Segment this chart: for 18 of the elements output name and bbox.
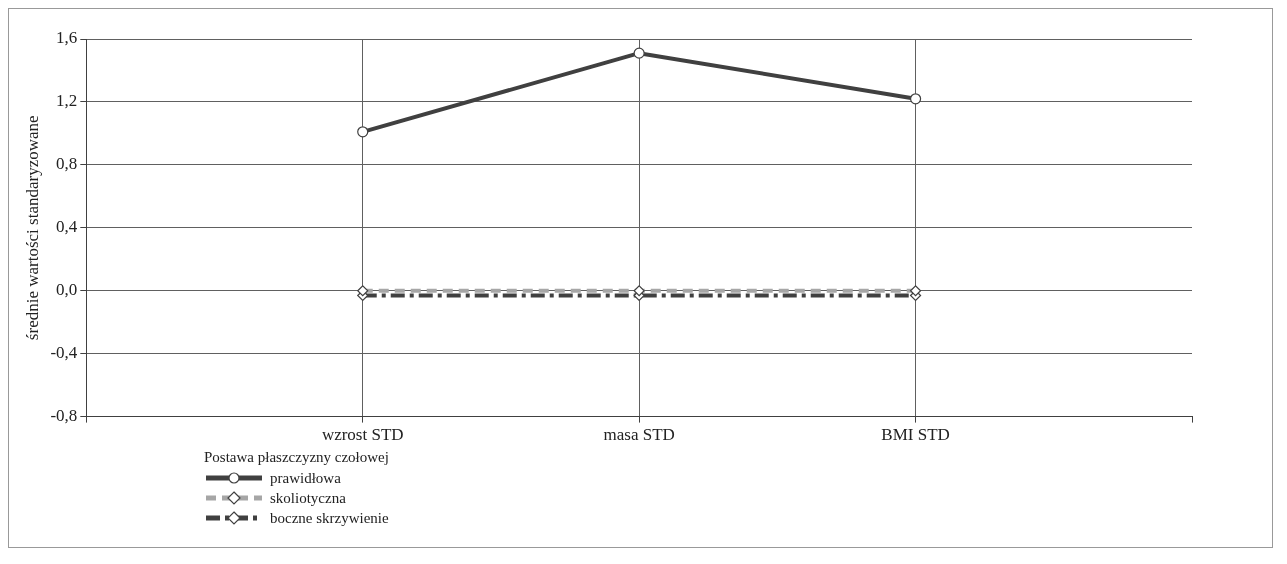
y-tick-label: 1,2 bbox=[56, 91, 78, 111]
x-tick-label: wzrost STD bbox=[321, 425, 404, 445]
y-tick-label: 1,6 bbox=[56, 28, 78, 48]
y-tick-label: 0,4 bbox=[56, 217, 78, 237]
y-axis-title: średnie wartości standaryzowane bbox=[22, 115, 42, 341]
legend-label: skoliotyczna bbox=[270, 489, 346, 507]
legend-title: Postawa płaszczyzny czołowej bbox=[204, 449, 390, 466]
legend-label: boczne skrzywienie bbox=[270, 509, 389, 527]
x-tick-label: BMI STD bbox=[881, 425, 950, 445]
y-tick-label: 0,0 bbox=[56, 280, 78, 300]
y-tick-label: 0,8 bbox=[56, 154, 78, 174]
y-tick-label: -0,4 bbox=[50, 343, 78, 363]
y-tick-label: -0,8 bbox=[50, 406, 78, 426]
point bbox=[633, 47, 645, 59]
x-tick-label: masa STD bbox=[603, 425, 675, 445]
point bbox=[909, 93, 922, 105]
legend-label: prawidłowa bbox=[270, 469, 341, 487]
point bbox=[357, 126, 369, 138]
